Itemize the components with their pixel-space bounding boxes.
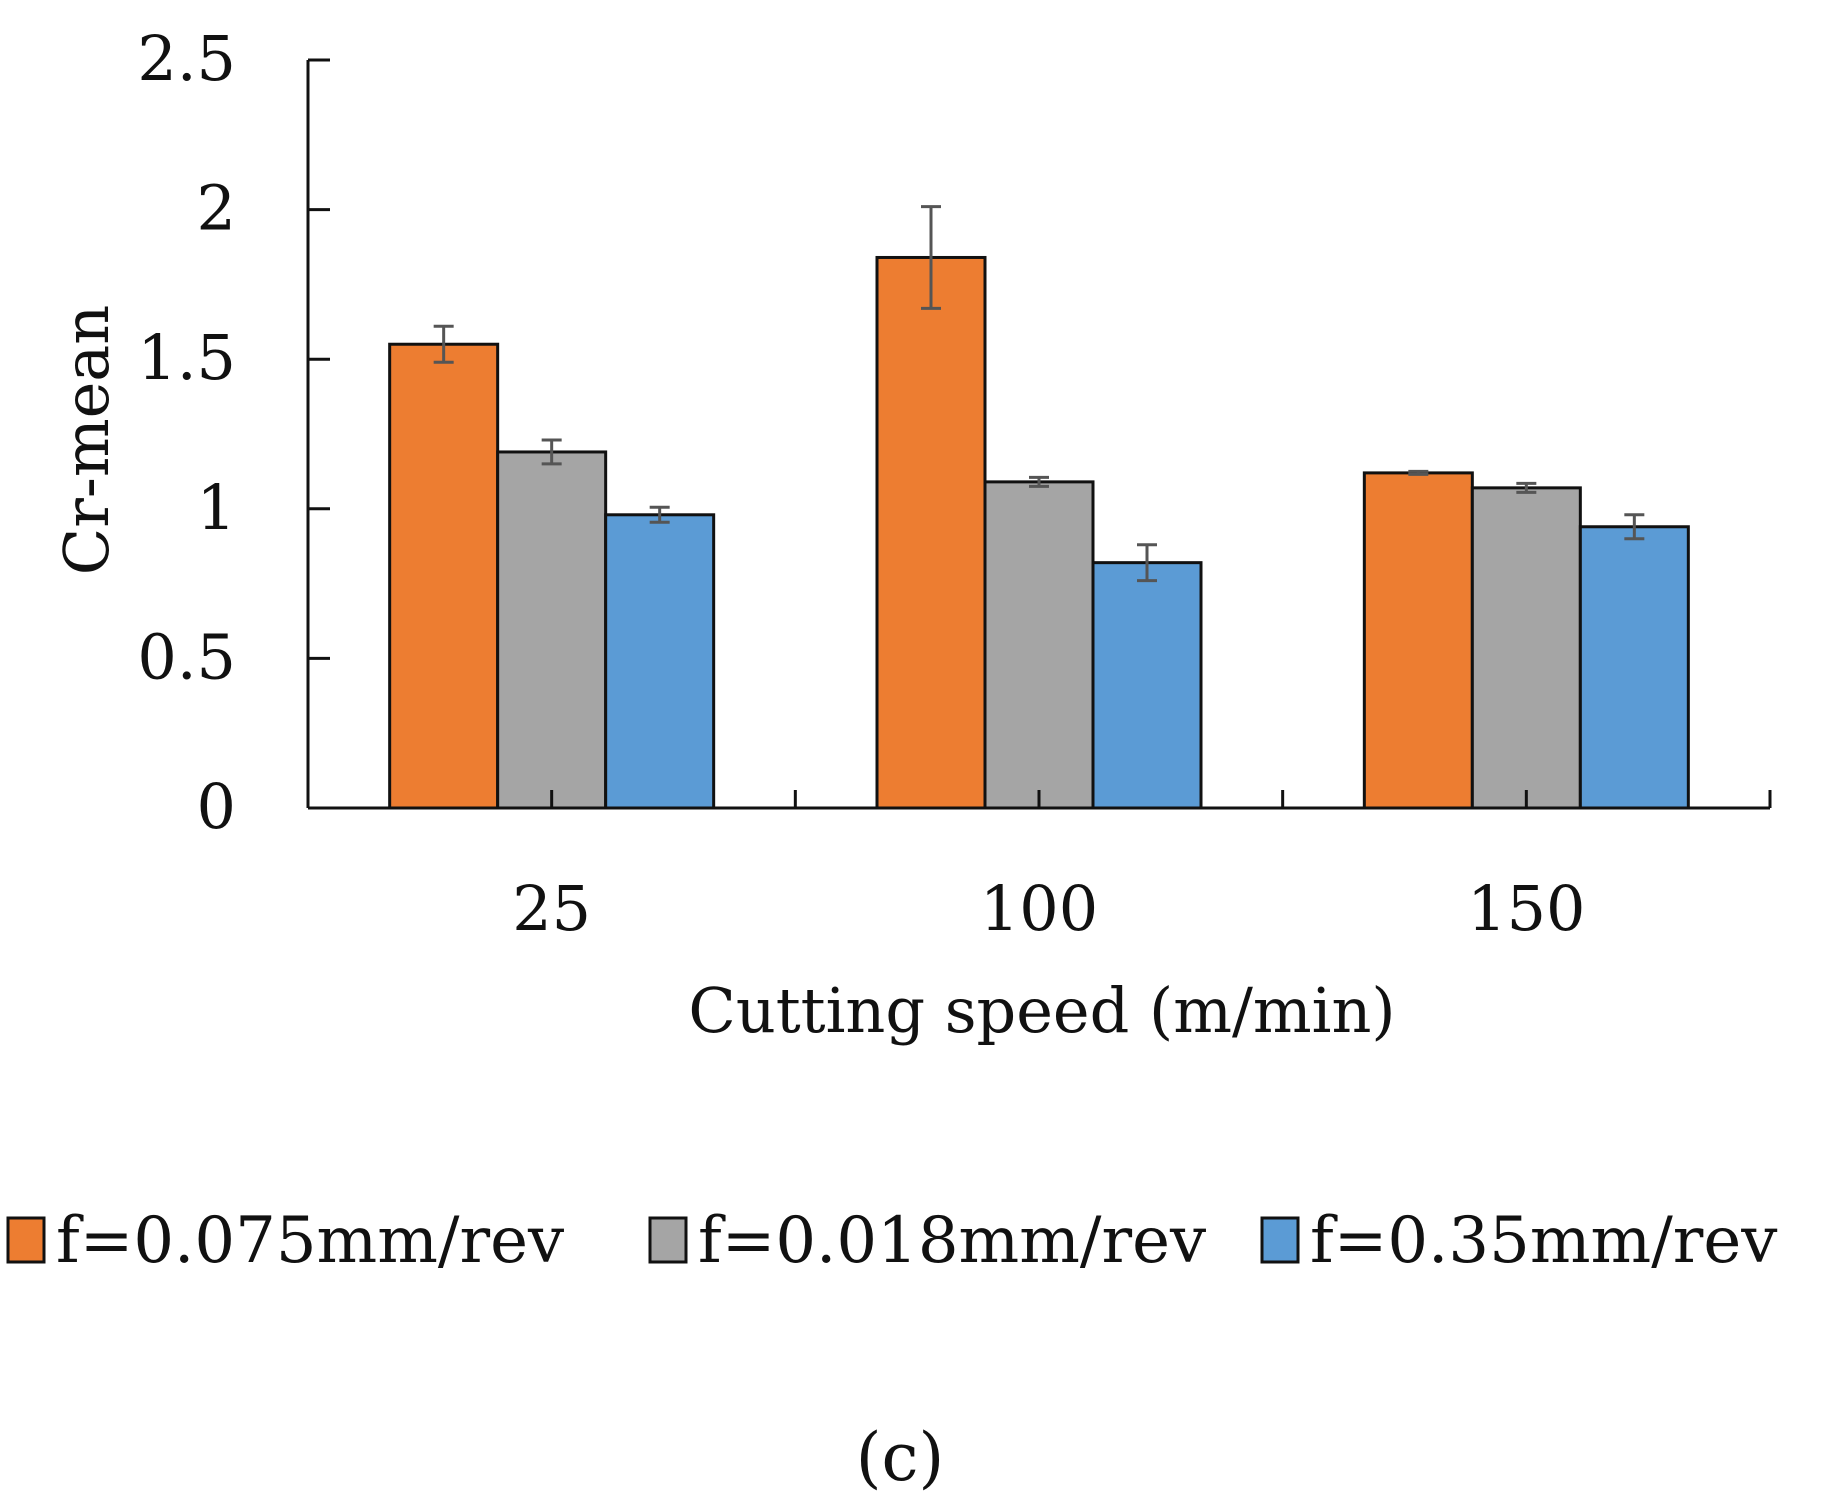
bar — [1362, 471, 1474, 810]
legend-label: f=0.075mm/rev — [56, 1204, 564, 1278]
plot-area — [306, 60, 1770, 810]
bar — [983, 480, 1095, 810]
y-tick-label: 0.5 — [137, 620, 236, 693]
y-tick-label: 1 — [197, 471, 236, 544]
y-axis-tick-labels: 0 0.5 1 1.5 2 2.5 — [137, 22, 330, 843]
legend: f=0.075mm/rev f=0.018mm/rev f=0.35mm/rev — [6, 1204, 1777, 1278]
y-tick-label: 2 — [197, 172, 236, 245]
panel-label: (c) — [856, 1419, 944, 1496]
bar — [1470, 486, 1582, 810]
x-tick-label: 150 — [1467, 872, 1585, 945]
bar — [388, 342, 500, 810]
x-axis-title: Cutting speed (m/min) — [688, 974, 1395, 1047]
y-tick-label: 0 — [197, 770, 236, 843]
y-axis-title: Cr-mean — [50, 305, 123, 575]
bar — [604, 513, 716, 810]
legend-label: f=0.35mm/rev — [1310, 1204, 1777, 1278]
bar — [875, 255, 987, 810]
legend-label: f=0.018mm/rev — [698, 1204, 1206, 1278]
y-tick-label: 1.5 — [137, 321, 236, 394]
x-tick-label: 25 — [512, 872, 591, 945]
legend-swatch — [648, 1216, 688, 1264]
bar — [1091, 561, 1203, 810]
legend-swatch — [1260, 1216, 1300, 1264]
bar — [1578, 525, 1690, 810]
bar — [496, 450, 608, 810]
x-axis-tick-labels: 25 100 150 — [306, 790, 1772, 945]
y-tick-label: 2.5 — [137, 22, 236, 95]
legend-swatch — [6, 1216, 46, 1264]
x-tick-label: 100 — [980, 872, 1098, 945]
